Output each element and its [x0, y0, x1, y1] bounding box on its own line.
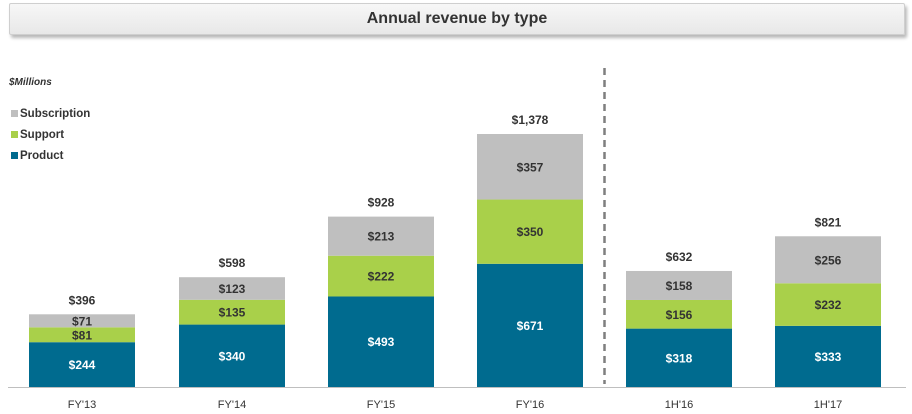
bar-support — [775, 283, 881, 326]
chart-title-bar: Annual revenue by type — [9, 3, 905, 35]
bar-value-label: $123 — [219, 282, 246, 296]
bar-total-label: $1,378 — [512, 113, 549, 127]
bar-value-label: $232 — [815, 298, 842, 312]
bar-product — [179, 324, 285, 387]
units-label: $Millions — [9, 77, 52, 88]
bar-value-label: $256 — [815, 253, 842, 267]
legend-label-product: Product — [20, 149, 64, 162]
bar-subscription — [179, 277, 285, 300]
x-tick-label: 1H'16 — [665, 399, 693, 411]
bar-value-label: $493 — [368, 335, 395, 349]
bar-value-label: $357 — [517, 160, 544, 174]
bar-subscription — [626, 270, 732, 300]
bar-support — [29, 327, 135, 343]
legend-label-subscription: Subscription — [20, 107, 91, 120]
bar-support — [477, 199, 583, 264]
bar-subscription — [477, 134, 583, 200]
bar-subscription — [775, 236, 881, 284]
bar-value-label: $244 — [69, 358, 96, 372]
x-tick-label: FY'14 — [218, 399, 246, 411]
legend-swatch-support — [11, 131, 18, 138]
bar-value-label: $350 — [517, 225, 544, 239]
bar-total-label: $396 — [69, 293, 96, 307]
bar-support — [179, 299, 285, 325]
bar-value-label: $671 — [517, 319, 544, 333]
legend-swatch-product — [11, 152, 18, 159]
bar-product — [328, 296, 434, 387]
bar-product — [626, 328, 732, 387]
bar-total-label: $598 — [219, 256, 246, 270]
bar-total-label: $821 — [815, 215, 842, 229]
bar-subscription — [328, 216, 434, 256]
legend-item-support: Support — [11, 124, 90, 145]
bar-total-label: $632 — [666, 250, 693, 264]
bar-value-label: $135 — [219, 306, 246, 320]
bar-value-label: $158 — [666, 279, 693, 293]
legend-item-product: Product — [11, 145, 90, 166]
legend-item-subscription: Subscription — [11, 103, 90, 124]
bar-total-label: $928 — [368, 196, 395, 210]
bar-product — [29, 342, 135, 387]
x-tick-label: FY'16 — [516, 399, 544, 411]
bar-value-label: $213 — [368, 230, 395, 244]
legend: Subscription Support Product — [11, 103, 90, 166]
x-tick-label: 1H'17 — [814, 399, 842, 411]
bar-value-label: $340 — [219, 349, 246, 363]
legend-swatch-subscription — [11, 110, 18, 117]
bar-value-label: $222 — [368, 270, 395, 284]
bar-value-label: $81 — [72, 328, 92, 342]
legend-label-support: Support — [20, 128, 65, 141]
bar-value-label: $71 — [72, 314, 92, 328]
chart-title: Annual revenue by type — [366, 10, 548, 27]
bar-value-label: $318 — [666, 351, 693, 365]
bar-value-label: $156 — [666, 308, 693, 322]
bar-support — [626, 299, 732, 329]
bar-product — [775, 325, 881, 387]
bar-subscription — [29, 314, 135, 328]
bar-product — [477, 263, 583, 387]
x-tick-label: FY'15 — [367, 399, 395, 411]
bar-value-label: $333 — [815, 350, 842, 364]
bar-support — [328, 255, 434, 297]
x-tick-label: FY'13 — [68, 399, 96, 411]
